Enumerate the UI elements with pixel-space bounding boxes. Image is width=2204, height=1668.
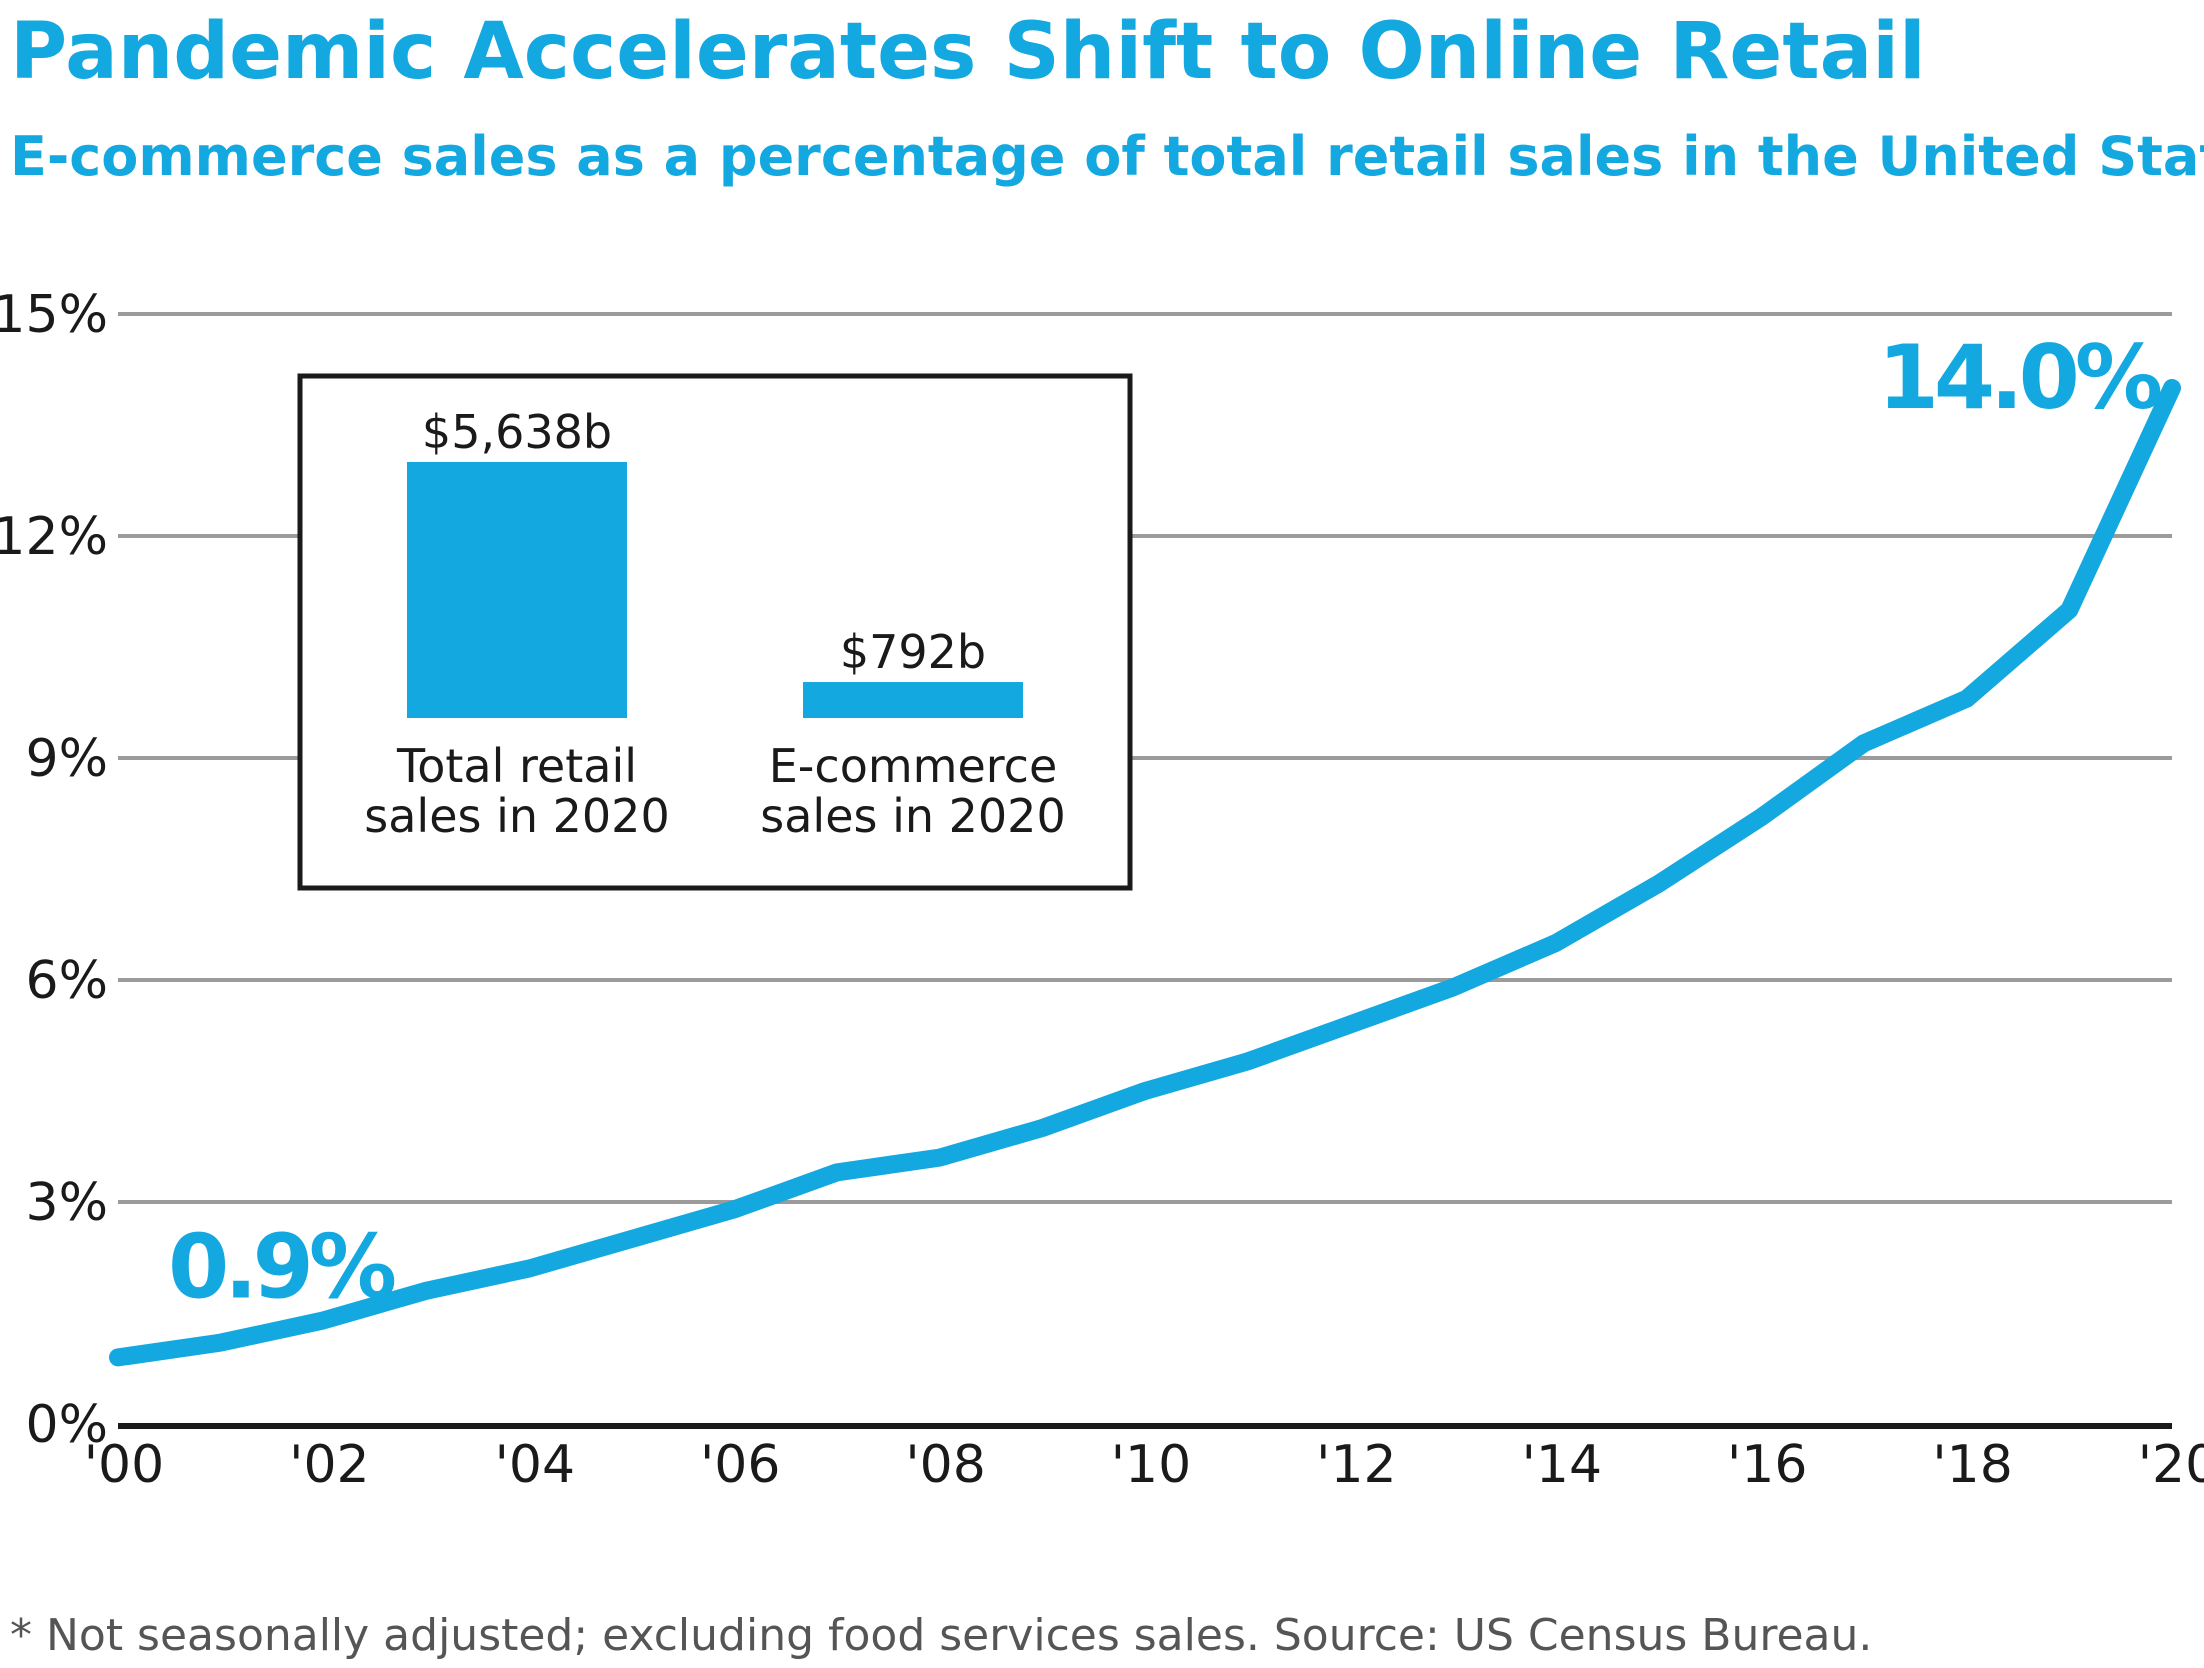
- y-tick-label: 12%: [0, 507, 108, 567]
- x-tick-label: '20: [2138, 1435, 2204, 1495]
- x-axis-ticks: '00 '02 '04 '06 '08 '10 '12 '14 '16 '18 '20: [84, 1435, 2204, 1495]
- x-tick-label: '06: [700, 1435, 780, 1495]
- x-tick-label: '12: [1316, 1435, 1396, 1495]
- line-annotations: 0.9% 14.0%: [168, 326, 2166, 1318]
- x-tick-label: '16: [1727, 1435, 1807, 1495]
- inset-bar-value-label: $792b: [840, 625, 986, 679]
- series-line-ecommerce-share: [109, 379, 2181, 1367]
- inset-bar-value-label: $5,638b: [422, 405, 612, 459]
- y-tick-label: 15%: [0, 285, 108, 345]
- y-tick-label: 6%: [26, 951, 109, 1011]
- x-tick-label: '10: [1111, 1435, 1191, 1495]
- chart-title: Pandemic Accelerates Shift to Online Ret…: [10, 7, 1926, 97]
- y-tick-label: 3%: [26, 1173, 109, 1233]
- x-tick-label: '00: [84, 1435, 164, 1495]
- inset-bar: [407, 462, 627, 718]
- x-tick-label: '14: [1522, 1435, 1602, 1495]
- annotation-start-value: 0.9%: [168, 1215, 395, 1318]
- y-tick-label: 9%: [26, 729, 109, 789]
- inset-category-label: sales in 2020: [364, 789, 669, 843]
- inset-category-label: Total retail: [396, 739, 637, 793]
- footnote: * Not seasonally adjusted; excluding foo…: [10, 1610, 1872, 1661]
- inset-category-label: sales in 2020: [760, 789, 1065, 843]
- chart-subtitle: E-commerce sales as a percentage of tota…: [10, 125, 2204, 188]
- x-tick-label: '02: [289, 1435, 369, 1495]
- x-tick-label: '04: [495, 1435, 575, 1495]
- inset-bar: [803, 682, 1023, 718]
- y-tick-label: 0%: [26, 1395, 109, 1455]
- x-tick-label: '08: [905, 1435, 985, 1495]
- inset-category-label: E-commerce: [769, 739, 1058, 793]
- annotation-end-value: 14.0%: [1878, 326, 2161, 429]
- x-tick-label: '18: [1932, 1435, 2012, 1495]
- y-axis-ticks: 0% 3% 6% 9% 12% 15%: [0, 285, 108, 1455]
